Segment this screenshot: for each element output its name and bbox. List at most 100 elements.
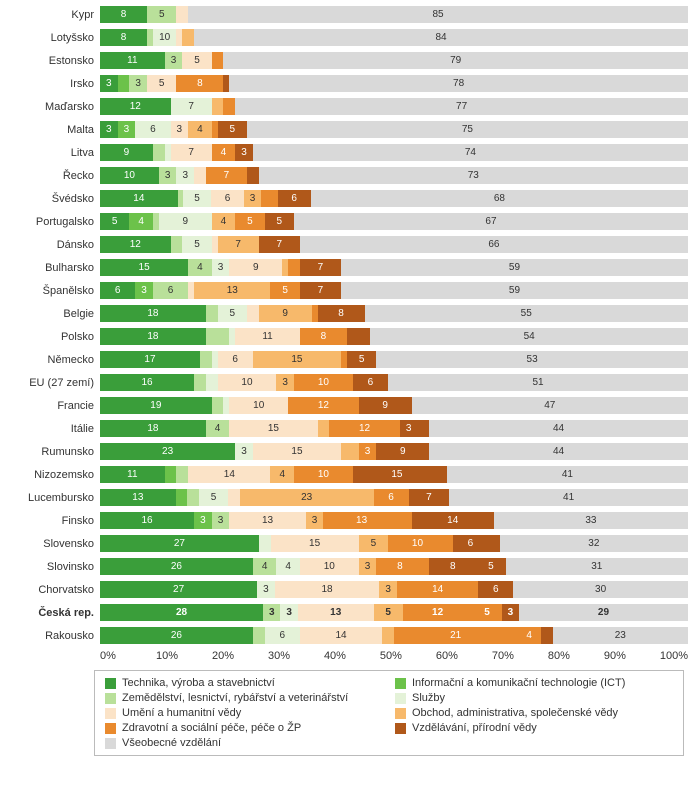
bar-segment: 75 [247, 121, 688, 138]
axis-tick: 70% [492, 650, 548, 662]
bar-segment: 12 [100, 236, 171, 253]
bar-row: Nizozemsko11144101541 [4, 464, 688, 485]
bar-segment: 11 [235, 328, 300, 345]
bar-segment: 47 [412, 397, 688, 414]
bar-segment: 8 [376, 558, 423, 575]
bar-segment [118, 75, 130, 92]
bar-segment: 18 [100, 305, 206, 322]
row-label: Dánsko [4, 239, 100, 251]
row-label: Slovensko [4, 538, 100, 550]
bar-segment [194, 167, 206, 184]
bar-segment: 6 [353, 374, 388, 391]
bar-segment: 74 [253, 144, 688, 161]
row-label: Lucembursko [4, 492, 100, 504]
bar-segment: 5 [183, 190, 211, 207]
bar-row: EU (27 zemí)1610310651 [4, 372, 688, 393]
bar-segment: 79 [223, 52, 688, 69]
bar-segment [253, 627, 265, 644]
bar-segment: 7 [300, 282, 341, 299]
bar-segment: 27 [100, 535, 259, 552]
bar-segment: 8 [176, 75, 223, 92]
bar-segment: 3 [244, 190, 261, 207]
stacked-bar: 233153944 [100, 443, 688, 460]
legend-label: Obchod, administrativa, společenské vědy [412, 707, 618, 719]
bar-segment: 19 [100, 397, 212, 414]
legend-label: Zemědělství, lesnictví, rybářství a vete… [122, 692, 348, 704]
bar-row: Rumunsko233153944 [4, 441, 688, 462]
bar-segment: 5 [147, 6, 176, 23]
bar-segment: 10 [218, 374, 277, 391]
bar-segment: 28 [100, 604, 263, 621]
bar-row: Kypr8585 [4, 4, 688, 25]
bar-segment [417, 420, 429, 437]
bar-segment [261, 190, 278, 207]
bar-segment: 3 [263, 604, 280, 621]
row-label: Rakousko [4, 630, 100, 642]
bar-row: Španělsko636135759 [4, 280, 688, 301]
bar-row: Slovinsko264410388531 [4, 556, 688, 577]
stacked-bar: 335878 [100, 75, 688, 92]
stacked-bar: 54945567 [100, 213, 688, 230]
bar-segment: 3 [257, 581, 274, 598]
bar-segment: 23 [100, 443, 235, 460]
bar-segment: 21 [394, 627, 517, 644]
row-label: Malta [4, 124, 100, 136]
bar-segment [223, 98, 235, 115]
bar-row: Irsko335878 [4, 73, 688, 94]
axis-tick: 50% [380, 650, 436, 662]
bar-segment: 15 [229, 420, 317, 437]
bar-segment: 14 [397, 581, 479, 598]
bar-segment: 3 [502, 604, 519, 621]
bar-segment: 5 [265, 213, 294, 230]
bar-segment: 18 [100, 420, 206, 437]
legend-label: Informační a komunikační technologie (IC… [412, 677, 625, 689]
bar-row: Česká rep.2833135125329 [4, 602, 688, 623]
bar-segment: 27 [100, 581, 257, 598]
bar-row: Maďarsko12777 [4, 96, 688, 117]
legend-item: Obchod, administrativa, společenské vědy [395, 707, 673, 719]
legend-swatch [395, 693, 406, 704]
bar-segment: 8 [100, 6, 147, 23]
legend-item: Zemědělství, lesnictví, rybářství a vete… [105, 692, 383, 704]
row-label: EU (27 zemí) [4, 377, 100, 389]
bar-segment: 16 [100, 512, 194, 529]
stacked-bar: 1841512344 [100, 420, 688, 437]
bar-segment: 44 [429, 443, 688, 460]
bar-segment: 29 [519, 604, 688, 621]
bar-segment: 8 [429, 558, 476, 575]
bar-segment: 10 [300, 558, 359, 575]
stacked-bar: 33634575 [100, 121, 688, 138]
bar-segment: 3 [400, 420, 418, 437]
bar-segment [212, 397, 224, 414]
bar-row: Slovensko2715510632 [4, 533, 688, 554]
legend-swatch [105, 738, 116, 749]
stacked-bar: 15439759 [100, 259, 688, 276]
bar-segment: 7 [300, 259, 341, 276]
bar-segment [228, 489, 240, 506]
bar-segment [194, 374, 206, 391]
stacked-bar: 81084 [100, 29, 688, 46]
bar-segment: 51 [388, 374, 688, 391]
legend-swatch [395, 708, 406, 719]
axis-tick: 0% [100, 650, 156, 662]
bar-segment: 66 [300, 236, 688, 253]
bar-segment: 59 [341, 259, 688, 276]
bar-segment: 59 [341, 282, 688, 299]
bar-segment [206, 305, 218, 322]
bar-segment: 32 [500, 535, 688, 552]
bar-segment: 6 [218, 351, 253, 368]
row-label: Polsko [4, 331, 100, 343]
bar-row: Polsko1811854 [4, 326, 688, 347]
bar-row: Rakousko2661421423 [4, 625, 688, 646]
bar-segment: 6 [278, 190, 311, 207]
bar-segment: 12 [403, 604, 473, 621]
bar-segment: 12 [288, 397, 359, 414]
bar-segment: 10 [100, 167, 159, 184]
bar-segment [153, 144, 165, 161]
bar-segment [488, 535, 500, 552]
bar-segment: 14 [100, 190, 178, 207]
bar-segment: 73 [259, 167, 688, 184]
bar-row: Německo17615553 [4, 349, 688, 370]
bar-segment [200, 351, 212, 368]
bar-segment: 3 [212, 512, 230, 529]
